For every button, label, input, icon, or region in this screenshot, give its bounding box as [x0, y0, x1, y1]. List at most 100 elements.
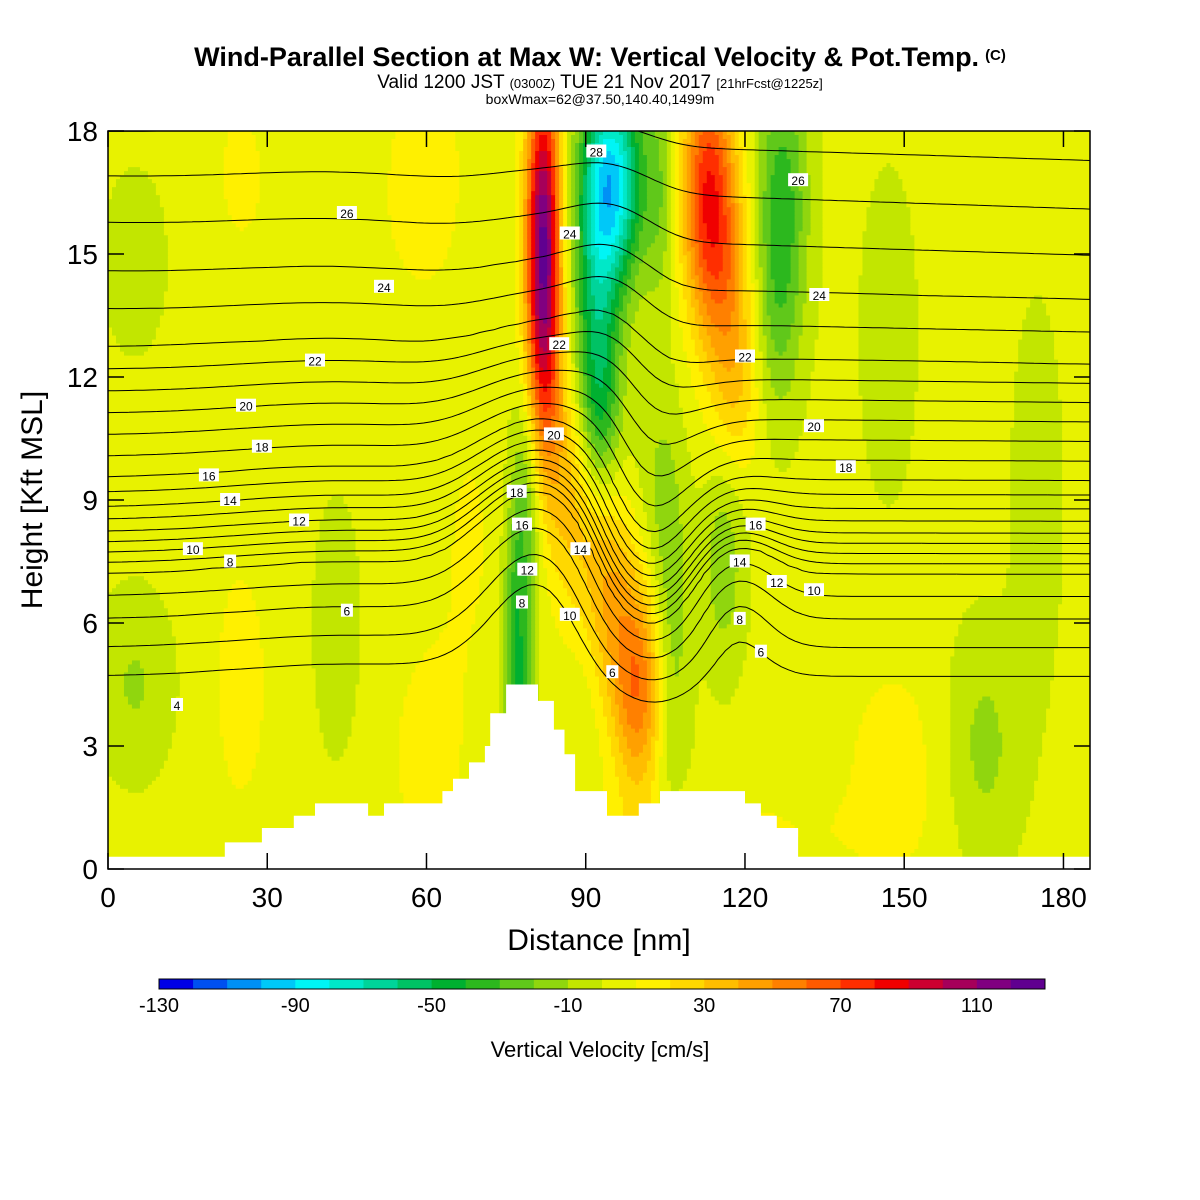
velocity-cell — [587, 299, 596, 305]
velocity-cell — [742, 223, 748, 228]
velocity-cell — [754, 235, 760, 240]
velocity-cell — [626, 375, 676, 381]
velocity-cell — [547, 291, 552, 297]
velocity-cell — [738, 259, 744, 264]
velocity-cell — [670, 335, 684, 341]
velocity-cell — [587, 339, 592, 345]
velocity-cell — [455, 207, 516, 212]
velocity-cell — [662, 175, 668, 180]
velocity-cell — [670, 307, 680, 313]
velocity-cell — [702, 243, 712, 248]
velocity-cell — [686, 243, 692, 248]
velocity-cell — [638, 215, 644, 220]
velocity-cell — [571, 463, 580, 469]
velocity-cell — [758, 279, 764, 285]
velocity-cell — [535, 343, 540, 349]
velocity-cell — [738, 251, 744, 256]
velocity-cell — [1054, 335, 1090, 341]
velocity-cell — [802, 211, 812, 216]
velocity-cell — [515, 239, 520, 244]
velocity-cell — [610, 299, 620, 305]
velocity-cell — [678, 295, 684, 301]
velocity-cell — [722, 135, 732, 140]
velocity-cell — [758, 147, 768, 152]
velocity-cell — [527, 403, 532, 409]
velocity-cell — [591, 131, 596, 136]
velocity-cell — [754, 275, 764, 280]
velocity-cell — [539, 211, 548, 216]
velocity-cell — [555, 520, 580, 525]
velocity-cell — [722, 259, 732, 264]
velocity-cell — [750, 275, 756, 280]
velocity-cell — [519, 327, 524, 333]
velocity-cell — [563, 443, 568, 449]
velocity-cell — [914, 267, 1090, 272]
velocity-cell — [742, 151, 748, 156]
velocity-cell — [722, 155, 728, 160]
velocity-cell — [918, 367, 1019, 373]
velocity-cell — [259, 175, 389, 180]
velocity-cell — [583, 403, 588, 409]
velocity-cell — [527, 367, 532, 373]
velocity-cell — [591, 319, 612, 325]
velocity-cell — [710, 431, 732, 437]
velocity-cell — [726, 183, 732, 188]
velocity-cell — [483, 564, 500, 569]
velocity-cell — [583, 395, 588, 401]
velocity-cell — [822, 267, 864, 272]
velocity-cell — [547, 359, 552, 365]
velocity-cell — [702, 343, 712, 349]
velocity-cell — [587, 423, 596, 429]
velocity-cell — [642, 215, 660, 220]
velocity-cell — [626, 528, 640, 533]
velocity-cell — [858, 343, 919, 349]
velocity-cell — [618, 247, 624, 252]
velocity-cell — [591, 243, 596, 248]
velocity-cell — [682, 215, 688, 220]
velocity-cell — [1062, 512, 1090, 517]
velocity-cell — [822, 155, 1090, 160]
velocity-cell — [682, 147, 688, 152]
velocity-cell — [658, 223, 668, 228]
velocity-cell — [666, 199, 672, 204]
velocity-cell — [595, 475, 616, 481]
velocity-cell — [527, 339, 532, 345]
velocity-cell — [567, 319, 572, 325]
velocity-cell — [587, 259, 592, 264]
velocity-cell — [147, 171, 225, 176]
velocity-cell — [738, 307, 744, 313]
velocity-cell — [858, 379, 919, 385]
velocity-cell — [738, 219, 744, 224]
velocity-cell — [531, 556, 536, 561]
velocity-cell — [690, 187, 696, 192]
velocity-cell — [610, 367, 616, 373]
velocity-cell — [259, 171, 389, 176]
velocity-cell — [742, 375, 752, 381]
velocity-cell — [563, 295, 568, 301]
velocity-cell — [543, 552, 552, 557]
velocity-cell — [678, 259, 688, 264]
velocity-cell — [1010, 463, 1063, 469]
velocity-cell — [567, 215, 572, 220]
velocity-cell — [539, 167, 548, 172]
velocity-cell — [455, 203, 516, 208]
velocity-cell — [571, 151, 576, 156]
velocity-cell — [646, 155, 660, 160]
velocity-cell — [523, 207, 528, 212]
velocity-cell — [515, 255, 520, 260]
velocity-cell — [523, 211, 528, 216]
velocity-cell — [618, 147, 624, 152]
velocity-cell — [810, 219, 824, 224]
velocity-cell — [523, 327, 528, 333]
velocity-cell — [539, 483, 544, 489]
velocity-cell — [702, 419, 724, 425]
velocity-cell — [223, 179, 261, 184]
velocity-cell — [698, 215, 704, 220]
velocity-cell — [686, 171, 692, 176]
velocity-cell — [575, 239, 580, 244]
velocity-cell — [698, 311, 708, 317]
velocity-cell — [622, 203, 628, 208]
velocity-cell — [646, 171, 664, 176]
velocity-cell — [654, 235, 668, 240]
velocity-cell — [622, 343, 632, 349]
